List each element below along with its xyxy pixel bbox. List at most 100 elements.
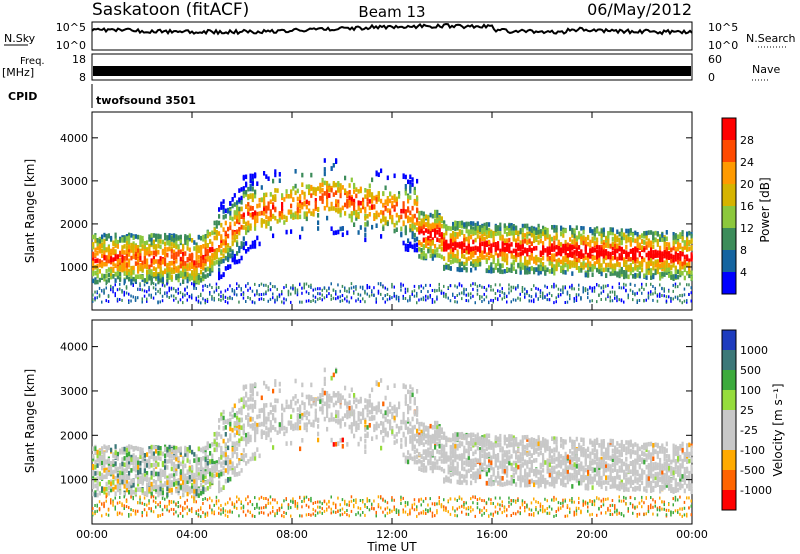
power-cell — [434, 219, 437, 224]
power-cell — [420, 224, 423, 229]
power-cell — [575, 260, 578, 265]
power-cell — [371, 224, 374, 230]
power-cell — [686, 231, 689, 237]
power-cell — [663, 287, 665, 291]
power-cell — [148, 274, 151, 279]
velocity-cell — [200, 470, 203, 476]
power-cell — [350, 296, 353, 300]
power-cell — [170, 294, 173, 298]
velocity-cell — [101, 465, 104, 471]
power-cell — [382, 217, 385, 222]
power-cell — [686, 256, 689, 262]
power-cell — [548, 237, 551, 243]
velocity-cell — [159, 482, 162, 488]
power-cell — [98, 269, 101, 274]
power-cell — [267, 288, 269, 292]
velocity-cell — [155, 501, 157, 504]
power-cell — [238, 218, 241, 223]
power-cell — [605, 284, 607, 288]
power-cell — [627, 267, 630, 272]
power-cell — [218, 275, 221, 281]
nsky-strip: N.Sky 10^5 10^0 10^5 10^0 N.Search — [4, 21, 796, 52]
power-cell — [222, 293, 224, 297]
velocity-cell — [107, 513, 110, 517]
power-cell — [629, 257, 632, 262]
power-cell — [659, 237, 662, 242]
power-cell — [488, 250, 491, 256]
power-cell — [335, 297, 337, 301]
power-cell — [447, 225, 450, 231]
power-cell — [112, 266, 115, 272]
velocity-cell — [139, 475, 142, 481]
power-cell — [175, 240, 178, 246]
power-cell — [672, 274, 675, 279]
power-cell — [557, 241, 560, 246]
power-cell — [107, 267, 110, 272]
power-cell — [206, 266, 209, 272]
power-cell — [596, 283, 598, 286]
power-cell — [175, 244, 178, 250]
power-cell — [218, 260, 221, 266]
velocity-cell — [137, 458, 140, 463]
velocity-cell — [179, 496, 182, 499]
power-cell — [182, 295, 184, 299]
power-cell — [546, 293, 548, 297]
velocity-cell — [114, 444, 117, 449]
power-cell — [533, 246, 536, 251]
power-cell — [348, 300, 350, 304]
velocity-cell — [143, 496, 146, 500]
velocity-cell — [175, 480, 178, 486]
power-cell — [254, 189, 257, 195]
power-cell — [317, 213, 320, 218]
power-cell — [119, 258, 122, 263]
power-cell — [449, 254, 452, 259]
power-cell — [479, 261, 482, 267]
velocity-cell — [96, 492, 99, 498]
velocity-cell — [166, 508, 168, 512]
power-cell — [161, 277, 164, 282]
velocity-cell — [200, 482, 203, 488]
power-cell — [292, 186, 295, 191]
power-cell — [263, 283, 265, 287]
power-cell — [434, 289, 436, 293]
power-cell — [627, 228, 630, 234]
power-cell — [580, 226, 583, 231]
power-cell — [575, 225, 578, 230]
power-cell — [116, 266, 119, 271]
power-cell — [611, 299, 614, 303]
velocity-cell — [96, 449, 99, 455]
power-cell — [512, 224, 515, 229]
power-cell — [445, 295, 447, 299]
power-cell — [384, 294, 386, 298]
velocity-cell — [179, 512, 182, 515]
power-cell — [119, 277, 122, 282]
power-cell — [472, 226, 475, 232]
power-cell — [573, 244, 576, 250]
power-cell — [114, 238, 117, 244]
power-cell — [566, 266, 569, 272]
power-cell — [409, 180, 412, 185]
power-cell — [175, 268, 178, 273]
velocity-cell — [155, 471, 158, 477]
power-cell — [690, 270, 693, 276]
power-data — [92, 158, 693, 305]
velocity-cell — [116, 478, 119, 484]
power-cell — [551, 253, 554, 258]
power-cell — [206, 251, 209, 256]
power-cell — [114, 292, 116, 296]
velocity-cell — [94, 459, 97, 465]
power-cell — [157, 273, 160, 279]
power-cell — [683, 260, 686, 265]
power-cell — [112, 287, 114, 291]
power-cell — [368, 188, 371, 194]
power-cell — [569, 297, 571, 301]
power-cell — [348, 195, 351, 200]
power-cell — [182, 243, 185, 249]
power-cell — [627, 231, 630, 236]
power-cell — [512, 266, 515, 271]
power-cell — [600, 247, 603, 252]
velocity-cell — [200, 506, 202, 510]
power-cell — [272, 285, 274, 288]
power-cell — [303, 286, 305, 290]
power-cell — [620, 272, 623, 277]
